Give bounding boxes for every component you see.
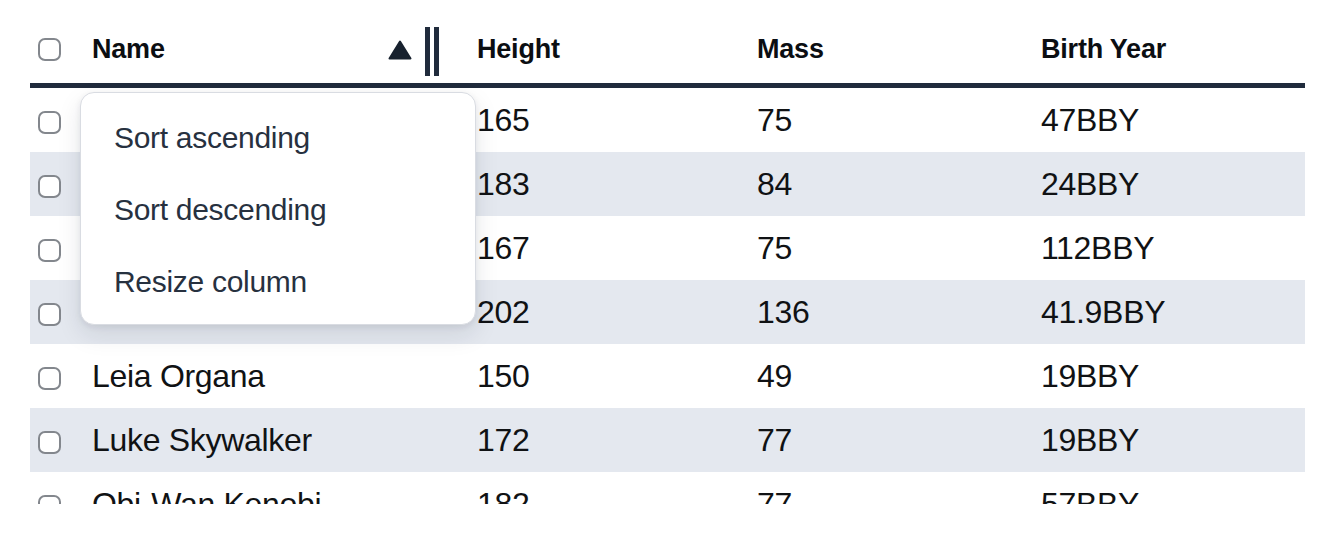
column-resize-handle[interactable] [425,27,439,76]
resize-bar-right [434,27,439,76]
cell-mass: 77 [745,486,1030,505]
cell-birth-year: 24BBY [1030,166,1305,203]
table-row: Obi-Wan Kenobi 182 77 57BBY [30,472,1305,504]
cell-height: 167 [460,230,745,267]
cell-height: 165 [460,102,745,139]
cell-birth-year: 19BBY [1030,422,1305,459]
cell-name: Obi-Wan Kenobi [80,486,460,505]
row-checkbox[interactable] [38,495,61,504]
select-all-checkbox[interactable] [38,38,61,61]
row-checkbox[interactable] [38,175,61,198]
menu-item-sort-ascending[interactable]: Sort ascending [81,102,475,174]
cell-birth-year: 19BBY [1030,358,1305,395]
column-context-menu: Sort ascending Sort descending Resize co… [80,92,476,325]
row-checkbox[interactable] [38,431,61,454]
select-all-cell [30,38,80,61]
menu-item-sort-descending[interactable]: Sort descending [81,174,475,246]
cell-mass: 84 [745,166,1030,203]
cell-birth-year: 57BBY [1030,486,1305,505]
table-row: Leia Organa 150 49 19BBY [30,344,1305,408]
table-row: Luke Skywalker 172 77 19BBY [30,408,1305,472]
cell-height: 183 [460,166,745,203]
column-header-birth-year[interactable]: Birth Year [1030,34,1305,65]
table-header-row: Name Height Mass Birth Year [30,0,1305,88]
cell-birth-year: 41.9BBY [1030,294,1305,331]
cell-name: Leia Organa [80,358,460,395]
cell-height: 182 [460,486,745,505]
cell-mass: 49 [745,358,1030,395]
cell-mass: 75 [745,230,1030,267]
column-header-mass[interactable]: Mass [745,34,1030,65]
cell-height: 202 [460,294,745,331]
cell-name: Luke Skywalker [80,422,460,459]
menu-item-resize-column[interactable]: Resize column [81,246,475,318]
cell-height: 150 [460,358,745,395]
cell-mass: 75 [745,102,1030,139]
data-table-page: Name Height Mass Birth Year 165 75 47BBY [0,0,1330,536]
cell-mass: 77 [745,422,1030,459]
row-checkbox[interactable] [38,303,61,326]
cell-birth-year: 112BBY [1030,230,1305,267]
row-checkbox[interactable] [38,239,61,262]
sort-ascending-icon [388,40,412,60]
cell-birth-year: 47BBY [1030,102,1305,139]
row-checkbox[interactable] [38,367,61,390]
column-header-height[interactable]: Height [460,34,745,65]
cell-mass: 136 [745,294,1030,331]
resize-bar-left [425,27,430,76]
row-checkbox[interactable] [38,111,61,134]
cell-height: 172 [460,422,745,459]
